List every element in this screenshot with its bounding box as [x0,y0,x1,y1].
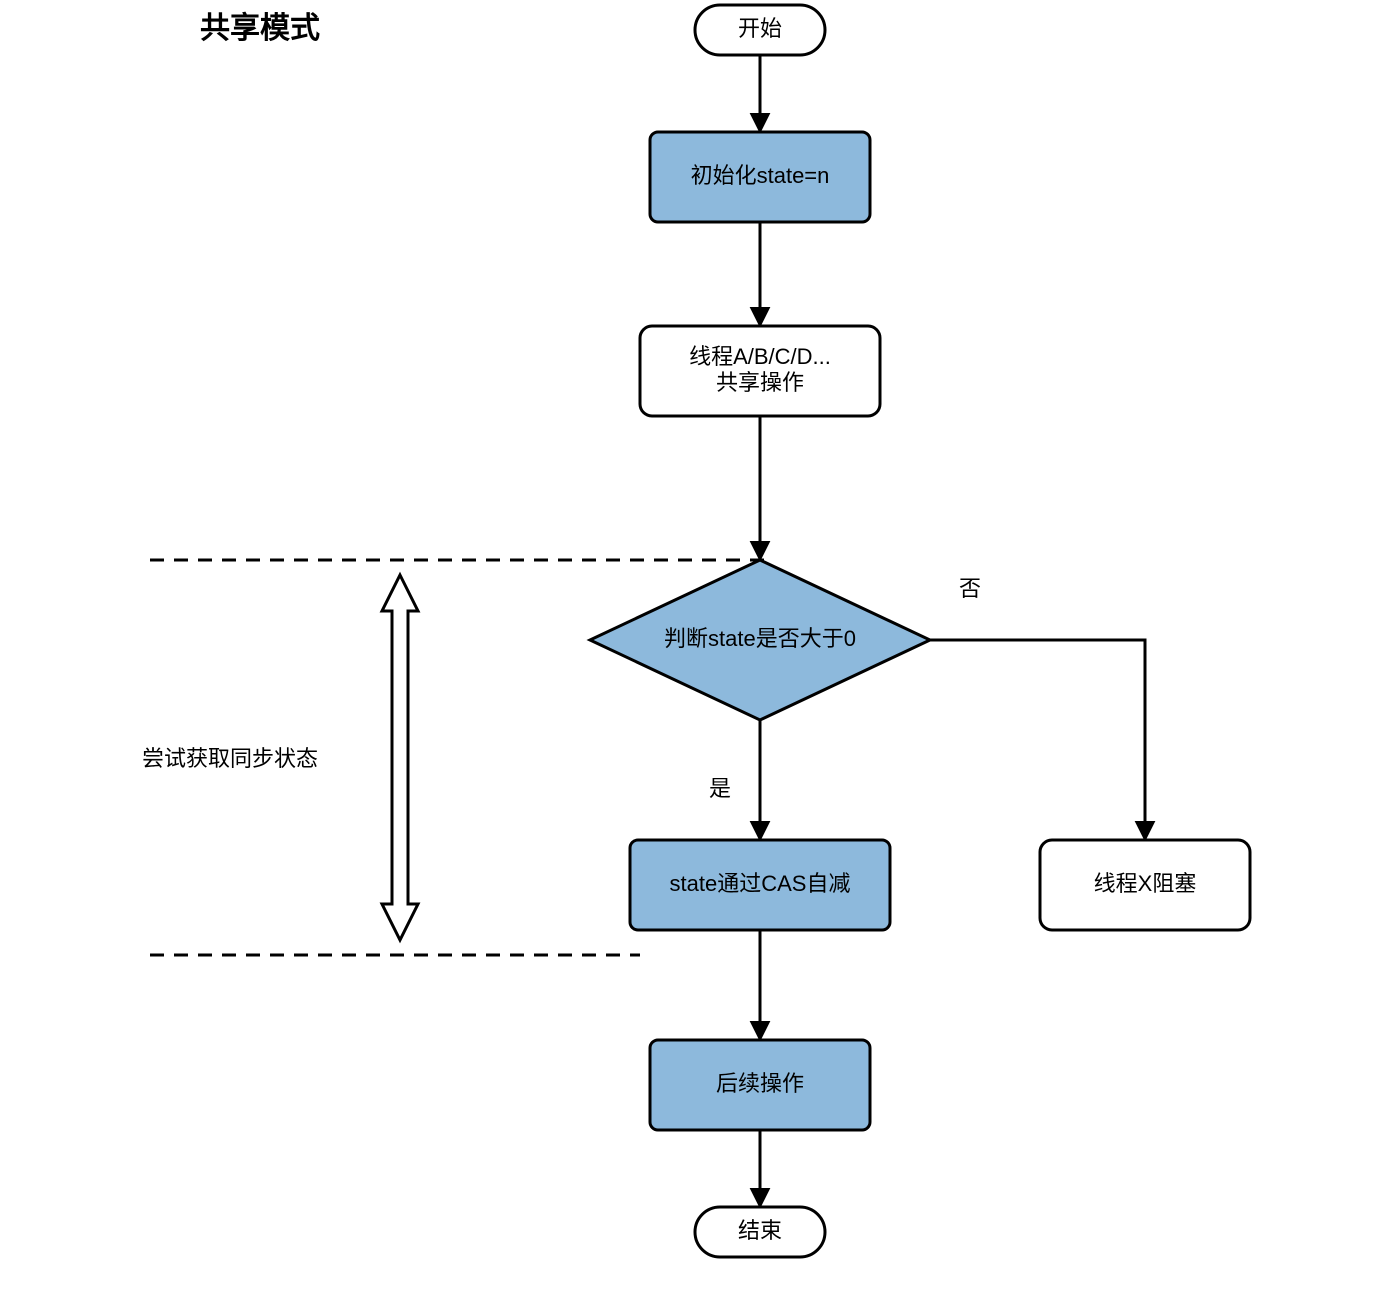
node-label-end: 结束 [738,1218,782,1243]
node-label-threads-1: 共享操作 [716,370,804,395]
diagram-title: 共享模式 [200,11,320,45]
node-cas: state通过CAS自减 [630,840,890,930]
node-start: 开始 [695,5,825,55]
node-label-next: 后续操作 [716,1071,804,1096]
node-init: 初始化state=n [650,132,870,222]
flowchart-canvas: 是 否 开始初始化state=n 线程A/B/C/D...共享操作判断state是否大… [0,0,1384,1302]
node-threads: 线程A/B/C/D...共享操作 [640,326,880,416]
node-label-start: 开始 [738,16,782,41]
node-decision: 判断state是否大于0 [590,560,930,720]
node-end: 结束 [695,1207,825,1257]
double-arrow-sync-range [382,575,418,940]
node-next: 后续操作 [650,1040,870,1130]
node-label-block: 线程X阻塞 [1094,871,1197,896]
node-label-cas: state通过CAS自减 [670,871,851,896]
edge-label-decision-cas: 是 [709,776,731,801]
node-label-threads-0: 线程A/B/C/D... [689,344,831,369]
node-block: 线程X阻塞 [1040,840,1250,930]
node-label-init: 初始化state=n [691,163,830,188]
side-label-sync: 尝试获取同步状态 [142,746,318,771]
edge-decision-block [930,640,1145,840]
node-label-decision: 判断state是否大于0 [664,626,856,651]
edge-label-decision-block: 否 [959,576,981,601]
